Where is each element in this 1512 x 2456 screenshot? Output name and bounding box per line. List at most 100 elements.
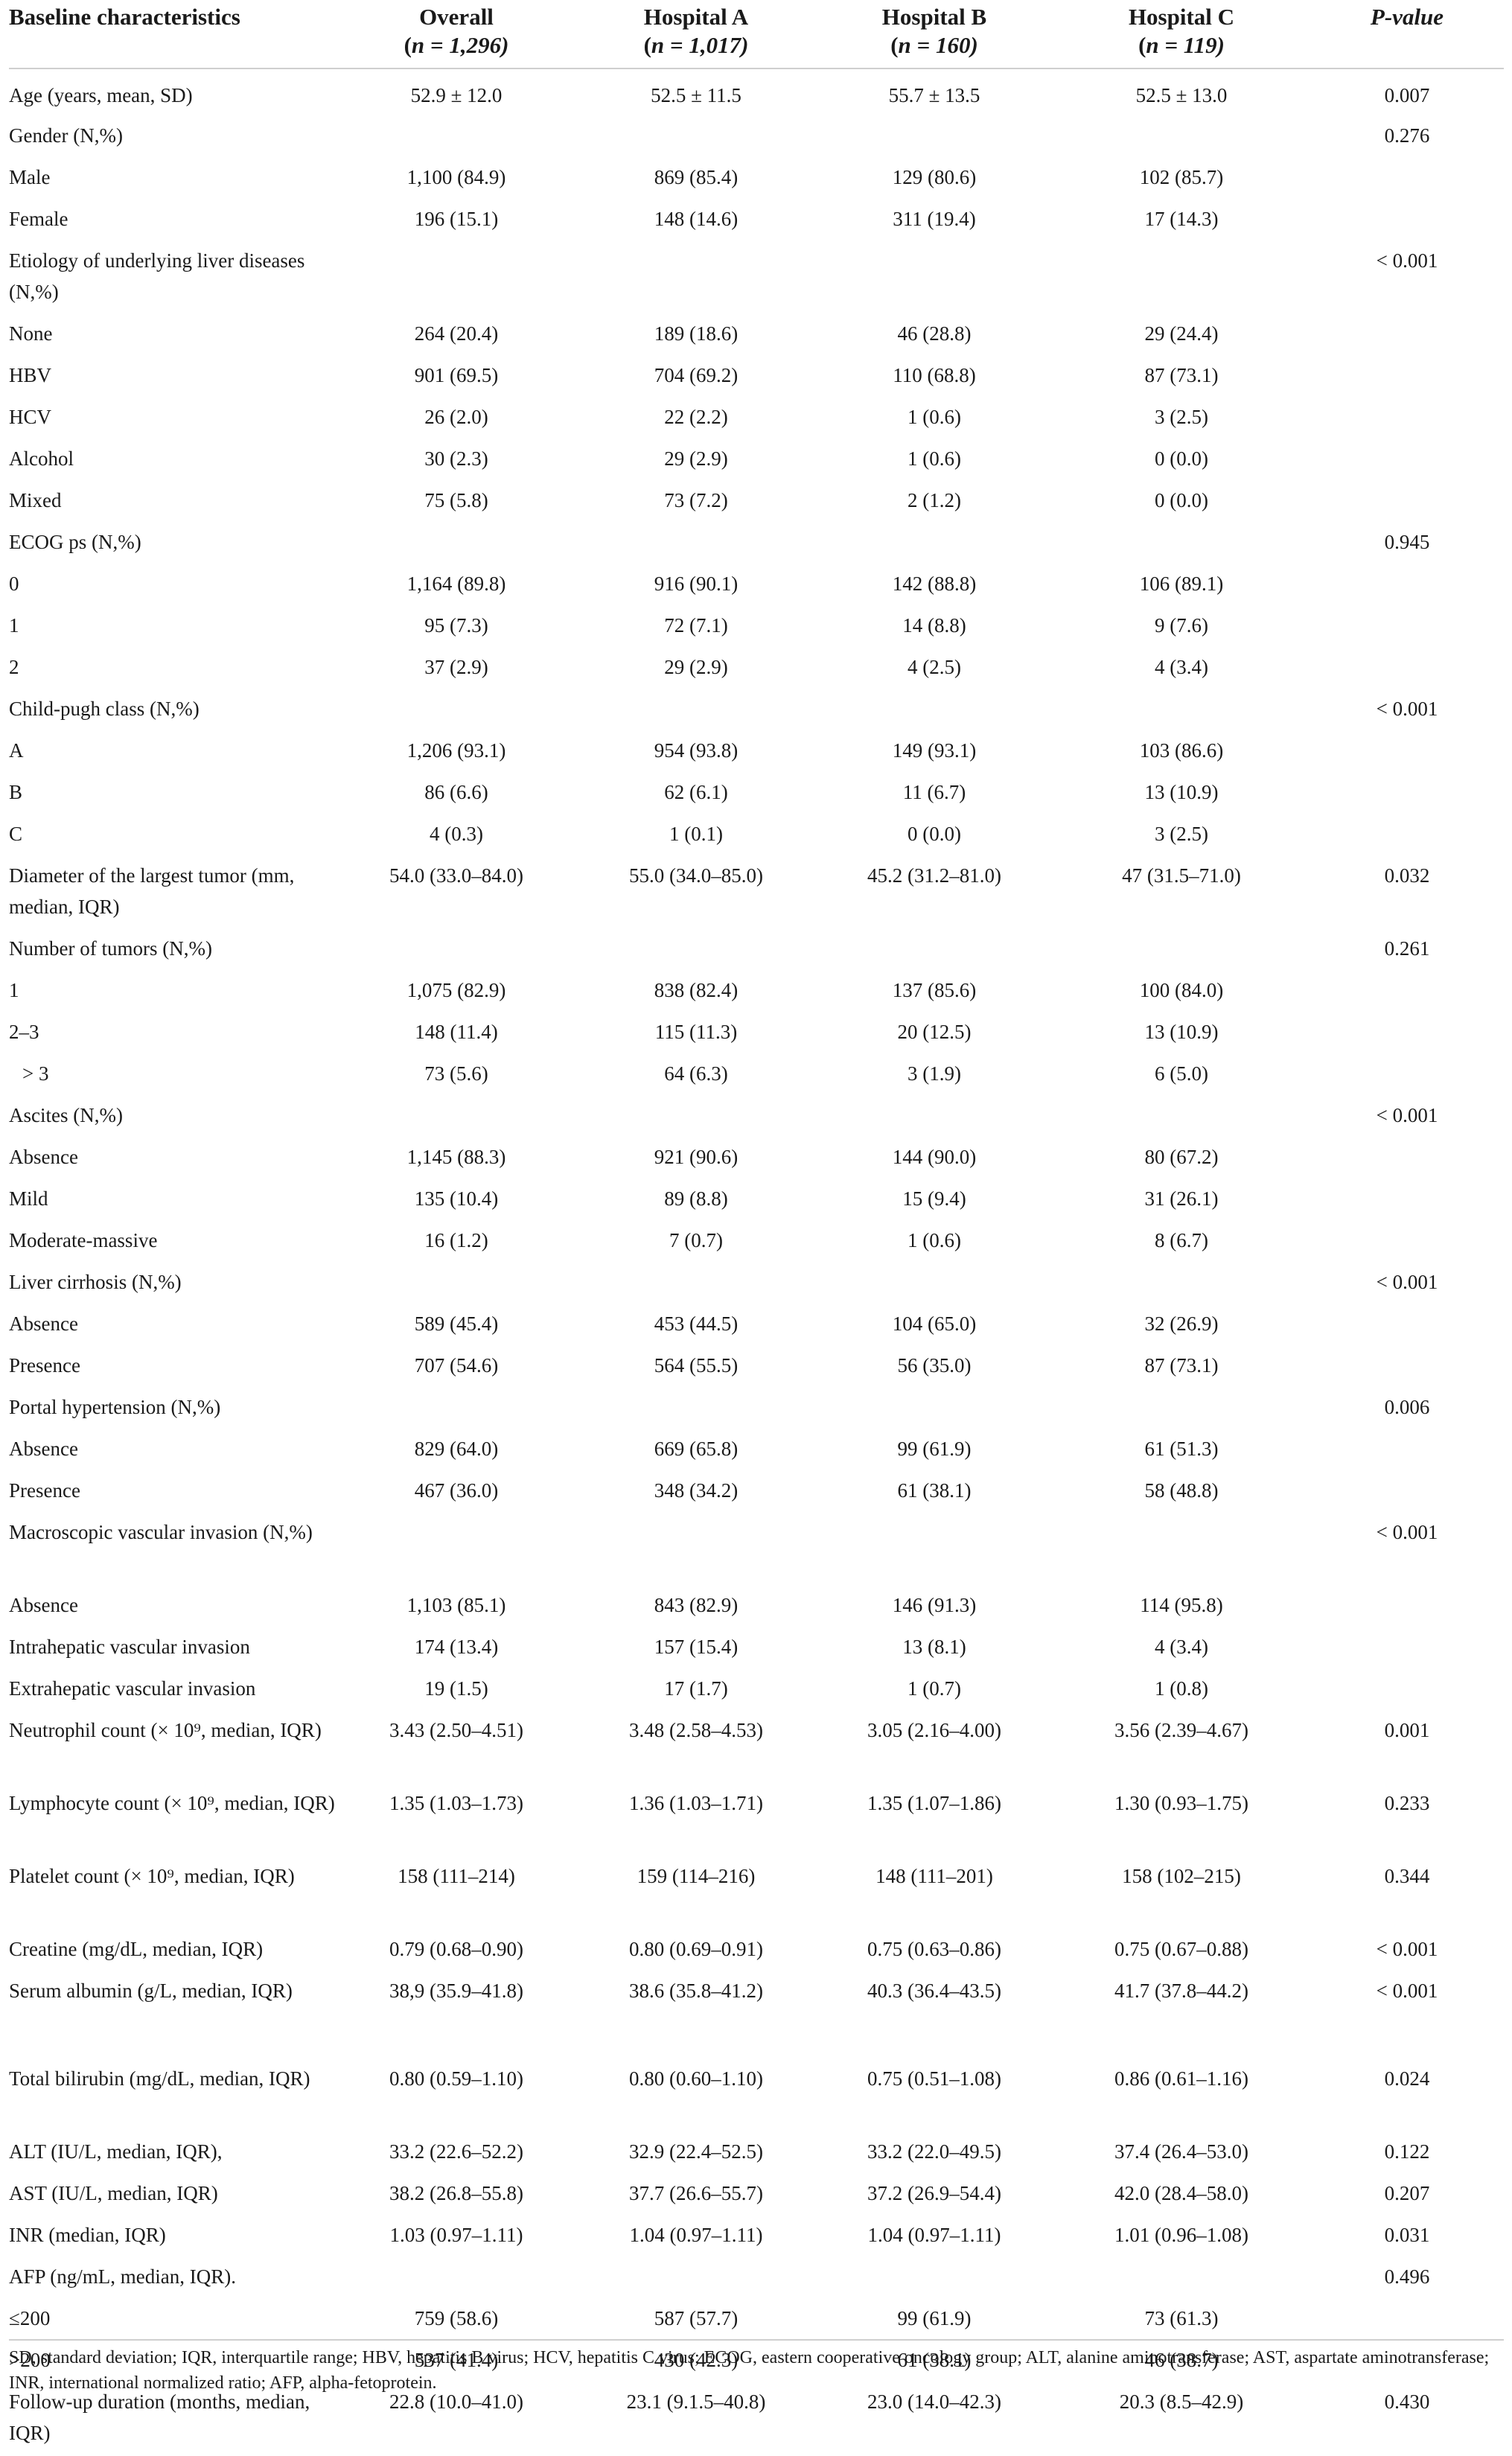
hospital-b-cell: 137 (85.6) bbox=[892, 979, 977, 1001]
table-row: 2 37 (2.9) 29 (2.9) 4 (2.5) 4 (3.4) bbox=[9, 648, 1504, 690]
column-header-n: (n = 1,017) bbox=[576, 31, 816, 60]
hospital-b-cell: 146 (91.3) bbox=[892, 1594, 977, 1616]
table-row: Presence 707 (54.6) 564 (55.5) 56 (35.0) 87 … bbox=[9, 1347, 1504, 1388]
label-cell: C bbox=[9, 823, 23, 845]
hospital-a-cell bbox=[576, 2258, 816, 2300]
hospital-c-cell: 80 (67.2) bbox=[1144, 1146, 1219, 1168]
overall-cell: 1,075 (82.9) bbox=[406, 979, 506, 1001]
hospital-c-cell bbox=[1053, 523, 1310, 565]
hospital-a-cell: 159 (114–216) bbox=[637, 1865, 756, 1887]
hospital-c-cell: 0.75 (0.67–0.88) bbox=[1114, 1938, 1248, 1960]
hospital-a-cell: 0.80 (0.69–0.91) bbox=[629, 1938, 763, 1960]
hospital-a-cell: 1 (0.1) bbox=[669, 823, 723, 845]
hospital-a-cell: 0.80 (0.60–1.10) bbox=[629, 2067, 763, 2090]
p-value-cell: < 0.001 bbox=[1376, 1938, 1438, 1960]
hospital-b-cell: 1.04 (0.97–1.11) bbox=[867, 2224, 1001, 2246]
column-header-hospital-a: Hospital A (n = 1,017) bbox=[576, 0, 816, 69]
table-row: AFP (ng/mL, median, IQR). 0.496 bbox=[9, 2258, 1504, 2300]
column-header-label: Hospital C bbox=[1128, 4, 1235, 30]
label-cell: INR (median, IQR) bbox=[9, 2224, 166, 2246]
label-cell: HBV bbox=[9, 364, 52, 386]
overall-cell: 264 (20.4) bbox=[414, 322, 499, 345]
p-value-cell bbox=[1310, 1628, 1504, 1670]
table-footnote: SD, standard deviation; IQR, interquarti… bbox=[9, 2339, 1504, 2396]
hospital-c-cell: 1.30 (0.93–1.75) bbox=[1114, 1792, 1248, 1814]
p-value-cell bbox=[1310, 815, 1504, 857]
p-value-cell bbox=[1310, 1347, 1504, 1388]
table-container: Baseline characteristics Overall (n = 1,2… bbox=[9, 0, 1504, 2456]
table-row: 1 1,075 (82.9) 838 (82.4) 137 (85.6) 100 (84… bbox=[9, 972, 1504, 1013]
overall-cell: 26 (2.0) bbox=[424, 406, 488, 428]
overall-cell: 75 (5.8) bbox=[424, 489, 488, 511]
table-row: Absence 1,145 (88.3) 921 (90.6) 144 (90.0) 8… bbox=[9, 1138, 1504, 1180]
p-value-cell bbox=[1310, 200, 1504, 242]
hospital-c-cell: 4 (3.4) bbox=[1155, 656, 1208, 678]
table-row: 2–3 148 (11.4) 115 (11.3) 20 (12.5) 13 (10.9… bbox=[9, 1013, 1504, 1055]
hospital-a-cell: 52.5 ± 11.5 bbox=[651, 84, 741, 106]
hospital-b-cell: 0.75 (0.63–0.86) bbox=[867, 1938, 1001, 1960]
n-value: n = 1,296) bbox=[411, 32, 509, 58]
hospital-c-cell: 8 (6.7) bbox=[1155, 1229, 1208, 1251]
p-value-cell: 0.031 bbox=[1384, 2224, 1430, 2246]
hospital-c-cell: 1.01 (0.96–1.08) bbox=[1114, 2224, 1248, 2246]
hospital-a-cell: 62 (6.1) bbox=[664, 781, 728, 803]
p-value-cell bbox=[1310, 2300, 1504, 2341]
table-row: > 3 73 (5.6) 64 (6.3) 3 (1.9) 6 (5.0) bbox=[9, 1055, 1504, 1097]
label-cell: Child-pugh class (N,%) bbox=[9, 698, 200, 720]
hospital-b-cell: 311 (19.4) bbox=[893, 208, 976, 230]
label-cell: AST (IU/L, median, IQR) bbox=[9, 2182, 218, 2204]
column-header-label: P-value bbox=[1370, 4, 1444, 30]
p-value-cell bbox=[1310, 1222, 1504, 1263]
hospital-c-cell bbox=[1053, 1263, 1310, 1305]
table-row: Mild 135 (10.4) 89 (8.8) 15 (9.4) 31 (26.1) bbox=[9, 1180, 1504, 1222]
table-row: Intrahepatic vascular invasion 174 (13.4)… bbox=[9, 1628, 1504, 1670]
hospital-b-cell: 11 (6.7) bbox=[902, 781, 966, 803]
hospital-b-cell bbox=[816, 1514, 1053, 1586]
p-value-cell bbox=[1310, 440, 1504, 482]
p-value-cell bbox=[1310, 357, 1504, 398]
n-prefix: ( bbox=[890, 32, 899, 58]
label-cell: Etiology of underlying liver diseases (N… bbox=[9, 249, 305, 303]
hospital-b-cell: 37.2 (26.9–54.4) bbox=[867, 2182, 1001, 2204]
hospital-c-cell: 114 (95.8) bbox=[1140, 1594, 1223, 1616]
overall-cell: 1.35 (1.03–1.73) bbox=[389, 1792, 523, 1814]
hospital-a-cell: 37.7 (26.6–55.7) bbox=[629, 2182, 763, 2204]
hospital-a-cell: 669 (65.8) bbox=[654, 1438, 739, 1460]
label-cell: Female bbox=[9, 208, 68, 230]
p-value-cell: < 0.001 bbox=[1376, 1980, 1438, 2002]
hospital-a-cell: 430 (42.3) bbox=[654, 2349, 739, 2371]
overall-cell: 33.2 (22.6–52.2) bbox=[389, 2140, 523, 2163]
overall-cell: 196 (15.1) bbox=[414, 208, 499, 230]
hospital-b-cell: 0 (0.0) bbox=[907, 823, 961, 845]
column-header-overall: Overall (n = 1,296) bbox=[336, 0, 576, 69]
p-value-cell: 0.945 bbox=[1384, 531, 1430, 553]
overall-cell: 73 (5.6) bbox=[424, 1062, 488, 1085]
table-row: Etiology of underlying liver diseases (N… bbox=[9, 242, 1504, 315]
overall-cell: 148 (11.4) bbox=[415, 1021, 498, 1043]
p-value-cell: < 0.001 bbox=[1376, 698, 1438, 720]
hospital-a-cell: 838 (82.4) bbox=[654, 979, 739, 1001]
label-cell: Serum albumin (g/L, median, IQR) bbox=[9, 1980, 293, 2002]
hospital-b-cell: 20 (12.5) bbox=[897, 1021, 972, 1043]
table-row: C 4 (0.3) 1 (0.1) 0 (0.0) 3 (2.5) bbox=[9, 815, 1504, 857]
hospital-c-cell: 87 (73.1) bbox=[1144, 1354, 1219, 1377]
n-prefix: ( bbox=[643, 32, 651, 58]
hospital-c-cell: 47 (31.5–71.0) bbox=[1122, 864, 1241, 887]
overall-cell: 19 (1.5) bbox=[424, 1677, 488, 1700]
table-row: A 1,206 (93.1) 954 (93.8) 149 (93.1) 103 (86… bbox=[9, 732, 1504, 774]
hospital-a-cell: 3.48 (2.58–4.53) bbox=[629, 1719, 763, 1741]
p-value-cell: 0.024 bbox=[1384, 2067, 1430, 2090]
hospital-a-cell: 72 (7.1) bbox=[664, 614, 728, 637]
hospital-b-cell: 1 (0.6) bbox=[907, 406, 961, 428]
table-row: Moderate-massive 16 (1.2) 7 (0.7) 1 (0.6) 8 … bbox=[9, 1222, 1504, 1263]
overall-cell: 759 (58.6) bbox=[414, 2307, 499, 2329]
hospital-a-cell: 348 (34.2) bbox=[654, 1479, 739, 1502]
table-body: Age (years, mean, SD) 52.9 ± 12.0 52.5 ± 1… bbox=[9, 68, 1504, 2456]
label-cell: Neutrophil count (× 10⁹, median, IQR) bbox=[9, 1719, 322, 1741]
n-prefix: ( bbox=[1138, 32, 1146, 58]
hospital-c-cell: 0.86 (0.61–1.16) bbox=[1114, 2067, 1248, 2090]
table-row: Serum albumin (g/L, median, IQR) 38,9 (35… bbox=[9, 1972, 1504, 2060]
hospital-b-cell: 3.05 (2.16–4.00) bbox=[867, 1719, 1001, 1741]
hospital-c-cell: 0 (0.0) bbox=[1155, 489, 1208, 511]
hospital-c-cell: 37.4 (26.4–53.0) bbox=[1114, 2140, 1248, 2163]
